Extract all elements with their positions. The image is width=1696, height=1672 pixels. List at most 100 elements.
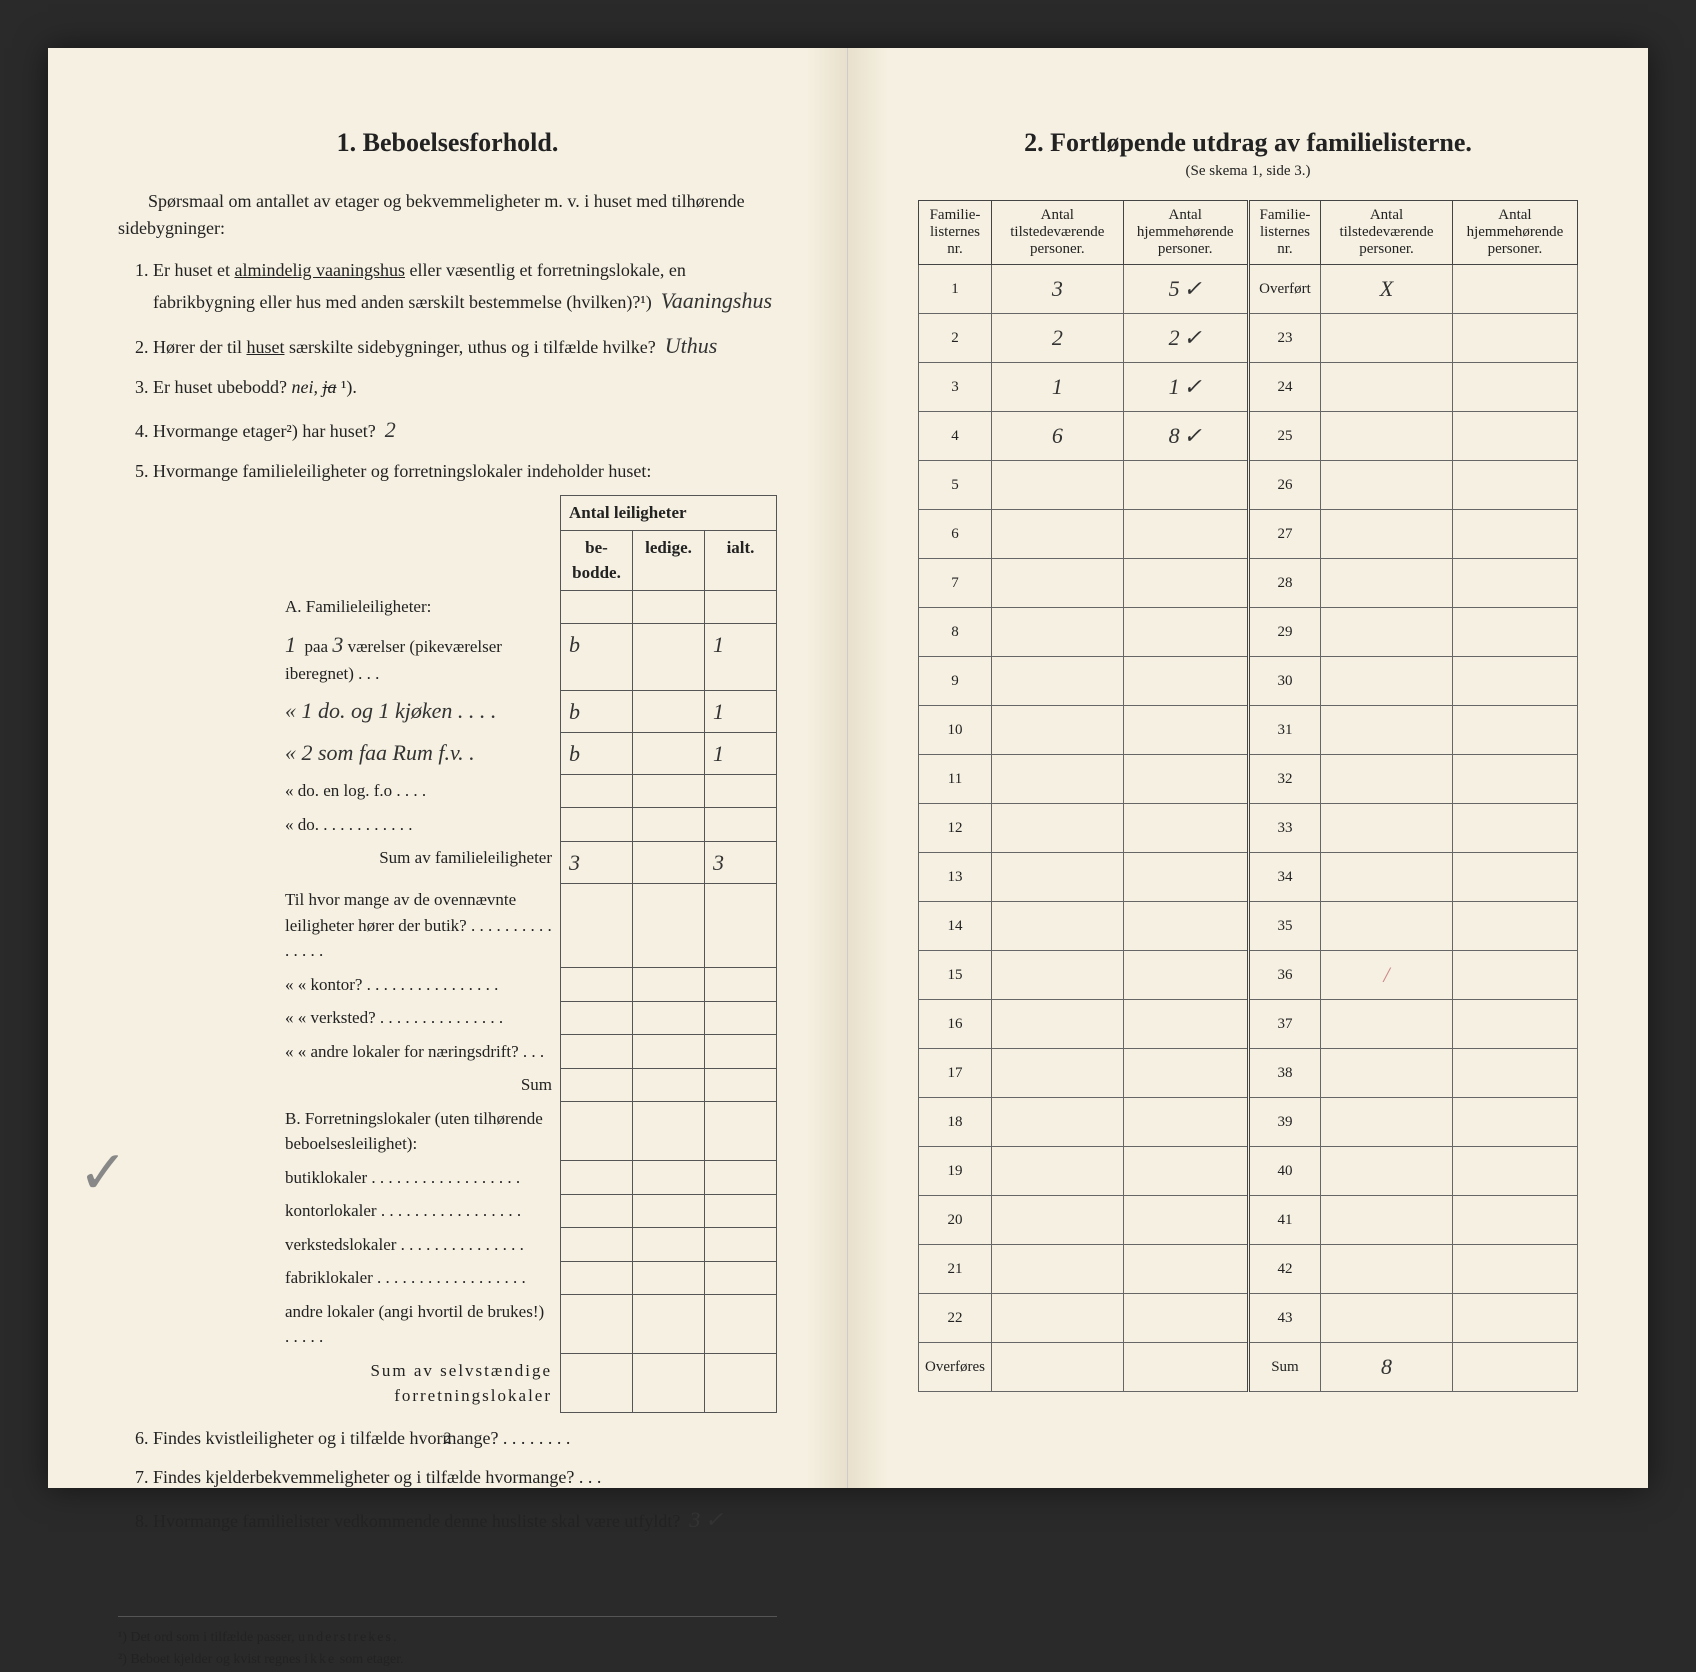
tilstede-left (991, 804, 1123, 853)
tilstede-left (991, 1147, 1123, 1196)
tilstede-left: 6 (991, 412, 1123, 461)
row-num-left: 10 (919, 706, 992, 755)
q8-text: Hvormange familielister vedkommende denn… (153, 1511, 680, 1531)
tilstede-right (1321, 1196, 1453, 1245)
a-r1-be: b (561, 624, 633, 691)
a-r1-ialt: 1 (705, 624, 777, 691)
row-num-right: 26 (1248, 461, 1320, 510)
tilstede-left (991, 1294, 1123, 1343)
table-row: 728 (919, 559, 1578, 608)
a-row1: 1 paa 3 værelser (pikeværelser iberegnet… (277, 624, 561, 691)
footnote-2: ²) Beboet kjelder og kvist regnes ikke s… (118, 1649, 777, 1671)
table-row: 2142 (919, 1245, 1578, 1294)
hjemme-left (1123, 804, 1248, 853)
q1-text: Er huset et almindelig vaaningshus eller… (153, 260, 686, 312)
hjemme-left: 8 ✓ (1123, 412, 1248, 461)
rth6: Antal hjemmehørende personer. (1452, 201, 1577, 265)
row-num-left: 8 (919, 608, 992, 657)
row-num-left: 20 (919, 1196, 992, 1245)
table-row: 1233 (919, 804, 1578, 853)
row-num-left: 9 (919, 657, 992, 706)
hjemme-right (1452, 1245, 1577, 1294)
q3-text-a: Er huset ubebodd? (153, 377, 287, 397)
hjemme-left (1123, 559, 1248, 608)
sub3: « « verksted? . . . . . . . . . . . . . … (277, 1001, 561, 1035)
tilstede-left (991, 559, 1123, 608)
tilstede-left (991, 706, 1123, 755)
tilstede-right (1321, 755, 1453, 804)
hjemme-right (1452, 608, 1577, 657)
question-2: Hører der til huset særskilte sidebygnin… (153, 329, 777, 362)
tilstede-right (1321, 314, 1453, 363)
th-bebodde: be-bodde. (561, 530, 633, 590)
sub1: Til hvor mange av de ovennævnte leilighe… (277, 883, 561, 968)
a-r2-ialt: 1 (705, 690, 777, 732)
table-row: 829 (919, 608, 1578, 657)
sum-label: Sum (1248, 1343, 1320, 1392)
row-num-right: 24 (1248, 363, 1320, 412)
tilstede-right (1321, 1098, 1453, 1147)
sub2: « « kontor? . . . . . . . . . . . . . . … (277, 968, 561, 1002)
apartments-table: Antal leiligheter be-bodde. ledige. ialt… (277, 495, 777, 1413)
table-row: 135 ✓OverførtX (919, 265, 1578, 314)
hjemme-right (1452, 755, 1577, 804)
hjemme-right (1452, 510, 1577, 559)
row-num-right: 39 (1248, 1098, 1320, 1147)
hjemme-right (1452, 1049, 1577, 1098)
rth2: Antal tilstedeværende personer. (991, 201, 1123, 265)
hjemme-left (1123, 1147, 1248, 1196)
row-num-right: 31 (1248, 706, 1320, 755)
sub-sum: Sum (277, 1068, 561, 1102)
row-num-left: 22 (919, 1294, 992, 1343)
table-row: 1738 (919, 1049, 1578, 1098)
tilstede-left (991, 1049, 1123, 1098)
row-num-right: 23 (1248, 314, 1320, 363)
tilstede-left (991, 951, 1123, 1000)
section-a-label: A. Familieleiligheter: (277, 590, 561, 624)
a-sum-ialt: 3 (705, 841, 777, 883)
hjemme-right (1452, 559, 1577, 608)
table-row: 1536/ (919, 951, 1578, 1000)
footnotes: ¹) Det ord som i tilfælde passer, unders… (118, 1616, 777, 1672)
q8-answer: 3 (689, 1507, 700, 1532)
b1: butiklokaler . . . . . . . . . . . . . .… (277, 1161, 561, 1195)
hjemme-left (1123, 706, 1248, 755)
q2-answer: Uthus (665, 333, 718, 358)
hjemme-right (1452, 314, 1577, 363)
row-num-left: 15 (919, 951, 992, 1000)
table-row: 468 ✓25 (919, 412, 1578, 461)
th-ialt: ialt. (705, 530, 777, 590)
hjemme-right (1452, 853, 1577, 902)
a-row2: « 1 do. og 1 kjøken . . . . (277, 690, 561, 732)
a-row3: « 2 som faa Rum f.v. . (277, 732, 561, 774)
rth1: Familie-listernes nr. (919, 201, 992, 265)
tilstede-right (1321, 804, 1453, 853)
hjemme-left (1123, 1196, 1248, 1245)
b-sum: Sum av selvstændige forretningslokaler (370, 1361, 552, 1406)
b4: fabriklokaler . . . . . . . . . . . . . … (277, 1261, 561, 1295)
tilstede-left: 2 (991, 314, 1123, 363)
q2-text: Hører der til huset særskilte sidebygnin… (153, 337, 656, 357)
right-title: 2. Fortløpende utdrag av familielisterne… (918, 128, 1578, 158)
question-3: Er huset ubebodd? nei, ja ¹). (153, 374, 777, 401)
tilstede-left (991, 902, 1123, 951)
tilstede-left: 3 (991, 265, 1123, 314)
tilstede-right: X (1321, 265, 1453, 314)
q3-footnote-ref: ¹). (341, 377, 357, 397)
tilstede-left (991, 755, 1123, 804)
left-page: 1. Beboelsesforhold. Spørsmaal om antall… (48, 48, 848, 1488)
table-row: 1334 (919, 853, 1578, 902)
b5: andre lokaler (angi hvortil de brukes!) … (277, 1295, 561, 1354)
hjemme-left (1123, 1049, 1248, 1098)
a-row4: « do. en log. f.o . . . . (277, 774, 561, 808)
row-num-left: 3 (919, 363, 992, 412)
table-row: 2243 (919, 1294, 1578, 1343)
row-num-right: 27 (1248, 510, 1320, 559)
hjemme-left: 5 ✓ (1123, 265, 1248, 314)
hjemme-left (1123, 951, 1248, 1000)
row-num-left: 6 (919, 510, 992, 559)
census-book: 1. Beboelsesforhold. Spørsmaal om antall… (48, 48, 1648, 1488)
row-num-left: 18 (919, 1098, 992, 1147)
table-row: 2041 (919, 1196, 1578, 1245)
hjemme-right (1452, 1196, 1577, 1245)
